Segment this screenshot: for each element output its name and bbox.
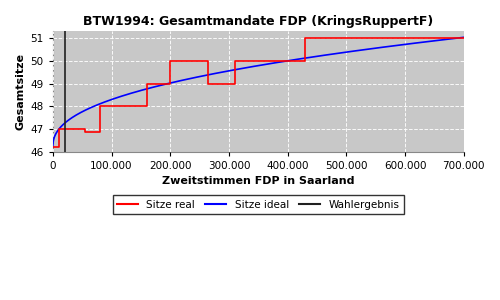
X-axis label: Zweitstimmen FDP in Saarland: Zweitstimmen FDP in Saarland (162, 176, 354, 186)
Y-axis label: Gesamtsitze: Gesamtsitze (15, 52, 25, 130)
Title: BTW1994: Gesamtmandate FDP (KringsRuppertF): BTW1994: Gesamtmandate FDP (KringsRupper… (83, 15, 434, 28)
Legend: Sitze real, Sitze ideal, Wahlergebnis: Sitze real, Sitze ideal, Wahlergebnis (113, 196, 404, 214)
